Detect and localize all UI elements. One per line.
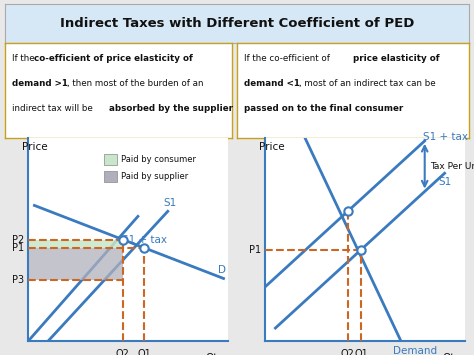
Text: D: D: [218, 266, 226, 275]
Text: Q1: Q1: [137, 349, 151, 355]
Text: S1 + tax: S1 + tax: [122, 235, 167, 245]
Text: Paid by consumer: Paid by consumer: [121, 155, 196, 164]
Text: S1: S1: [164, 198, 177, 208]
Bar: [28, 248, 123, 280]
Bar: [104, 171, 117, 182]
Text: passed on to the final consumer: passed on to the final consumer: [244, 104, 403, 113]
Text: If the co-efficient of: If the co-efficient of: [244, 54, 333, 63]
Text: S1 + tax: S1 + tax: [423, 132, 468, 142]
Text: Qty: Qty: [205, 353, 224, 355]
Text: demand >1: demand >1: [11, 79, 68, 88]
Text: Paid by supplier: Paid by supplier: [121, 172, 188, 181]
Text: co-efficient of price elasticity of: co-efficient of price elasticity of: [34, 54, 193, 63]
Text: Q2: Q2: [341, 349, 355, 355]
Text: Indirect Taxes with Different Coefficient of PED: Indirect Taxes with Different Coefficien…: [60, 17, 414, 29]
Text: absorbed by the supplier: absorbed by the supplier: [109, 104, 233, 113]
Text: If the: If the: [11, 54, 37, 63]
Bar: [28, 240, 123, 248]
Text: P1: P1: [249, 245, 262, 255]
Text: indirect tax will be: indirect tax will be: [11, 104, 95, 113]
Text: price elasticity of: price elasticity of: [353, 54, 440, 63]
Text: P3: P3: [12, 275, 25, 285]
Text: Price: Price: [259, 142, 285, 153]
Text: P1: P1: [12, 243, 25, 253]
Text: Q1: Q1: [354, 349, 368, 355]
Text: Tax Per Unit: Tax Per Unit: [429, 162, 474, 171]
Text: Demand: Demand: [393, 346, 437, 355]
Text: P2: P2: [12, 235, 25, 245]
Text: demand <1: demand <1: [244, 79, 300, 88]
Bar: [104, 154, 117, 165]
Text: Qty: Qty: [442, 353, 461, 355]
Text: Q2: Q2: [116, 349, 130, 355]
Text: , most of an indirect tax can be: , most of an indirect tax can be: [299, 79, 435, 88]
Text: S1: S1: [438, 178, 452, 187]
Text: , then most of the burden of an: , then most of the burden of an: [67, 79, 204, 88]
Text: Price: Price: [22, 142, 48, 153]
